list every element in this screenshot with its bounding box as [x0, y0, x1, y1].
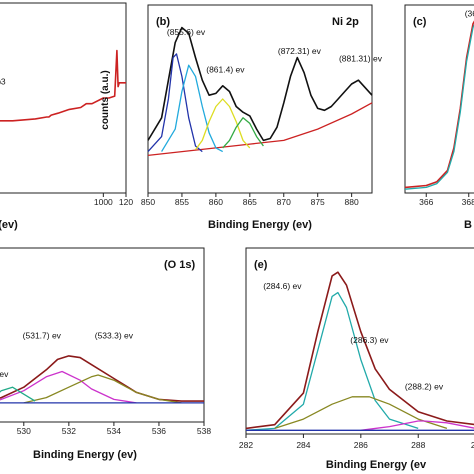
series-line — [147, 53, 203, 153]
x-tick-label: 29 — [471, 440, 474, 450]
plot-frame — [0, 2, 127, 194]
peak-label: (881.31) ev — [339, 53, 383, 63]
x-tick-label: 368 — [462, 197, 474, 207]
series-line — [147, 102, 373, 157]
x-axis-label: Binding Energy (ev) — [208, 219, 312, 231]
panel-o1s: 530 532 534 536 538 ) ev (531.7) ev (533.3) ev (… — [0, 247, 211, 461]
x-tick-label: 286 — [354, 440, 368, 450]
x-tick-label: 284 — [296, 440, 310, 450]
x-tick-label: 860 — [209, 197, 223, 207]
series-line — [245, 291, 419, 431]
series-line — [245, 271, 474, 430]
x-tick-label: 1000 — [94, 197, 113, 207]
series-line — [194, 98, 251, 151]
peak-label: (531.7) ev — [23, 330, 62, 340]
peak-label: (286.3) ev — [350, 335, 389, 345]
x-axis-label: (ev) — [0, 219, 18, 231]
peak-label: (36 — [465, 8, 474, 18]
panel-ni2p: 850 855 860 865 870 875 880 (855.6) ev (861.4) e… — [100, 4, 383, 231]
series-line — [147, 26, 373, 142]
x-tick-label: 536 — [152, 426, 166, 436]
x-tick-label: 870 — [277, 197, 291, 207]
peak-label: (872.31) ev — [278, 46, 322, 56]
x-tick-label: 534 — [107, 426, 121, 436]
panel-label: (e) — [254, 259, 268, 271]
panel-survey: 1000 120 Ni2p3 (ev) — [0, 2, 133, 231]
x-tick-label: 880 — [345, 197, 359, 207]
plot-frame — [404, 4, 474, 194]
panel-panel-c: 366 368 (36 (c) B — [404, 4, 474, 231]
series-line — [222, 117, 264, 149]
x-axis-label: Binding Energy (ev — [326, 459, 427, 471]
series-line — [274, 396, 448, 430]
series-line — [161, 64, 224, 153]
panel-label: (c) — [413, 16, 427, 28]
plot-frame — [147, 4, 373, 194]
x-tick-label: 282 — [239, 440, 253, 450]
panel-title: (O 1s) — [164, 259, 196, 271]
panel-title: Ni 2p — [332, 16, 359, 28]
y-axis-label: counts (a.u.) — [100, 70, 111, 129]
x-tick-label: 366 — [419, 197, 433, 207]
x-tick-label: 850 — [141, 197, 155, 207]
peak-label: (288.2) ev — [405, 381, 444, 391]
x-tick-label: 875 — [311, 197, 325, 207]
panel-label: (b) — [156, 16, 170, 28]
peak-label: (855.6) ev — [167, 27, 206, 37]
x-tick-label: 865 — [243, 197, 257, 207]
peak-label: (861.4) ev — [206, 65, 245, 75]
peak-label: ) ev — [0, 369, 9, 379]
plot-frame — [245, 247, 474, 435]
series-line — [0, 370, 137, 404]
x-tick-label: 532 — [62, 426, 76, 436]
series-line — [404, 24, 474, 190]
series-line — [0, 386, 36, 402]
x-axis-label: Binding Energy (ev) — [33, 449, 137, 461]
series-line — [23, 374, 182, 404]
x-tick-label: 288 — [411, 440, 425, 450]
x-tick-label: 120 — [119, 197, 133, 207]
peak-label: Ni2p3 — [0, 77, 6, 87]
series-line — [404, 20, 474, 189]
peak-label: (284.6) ev — [263, 281, 302, 291]
plot-frame — [0, 247, 205, 423]
peak-label: (533.3) ev — [95, 330, 134, 340]
series-line — [360, 420, 474, 431]
x-tick-label: 530 — [17, 426, 31, 436]
series-line — [0, 49, 126, 122]
x-tick-label: 538 — [197, 426, 211, 436]
x-tick-label: 855 — [175, 197, 189, 207]
panel-c1s: 282 284 286 288 29 (284.6) ev (286.3) ev (288.2… — [239, 247, 474, 471]
x-axis-label: B — [464, 219, 472, 231]
